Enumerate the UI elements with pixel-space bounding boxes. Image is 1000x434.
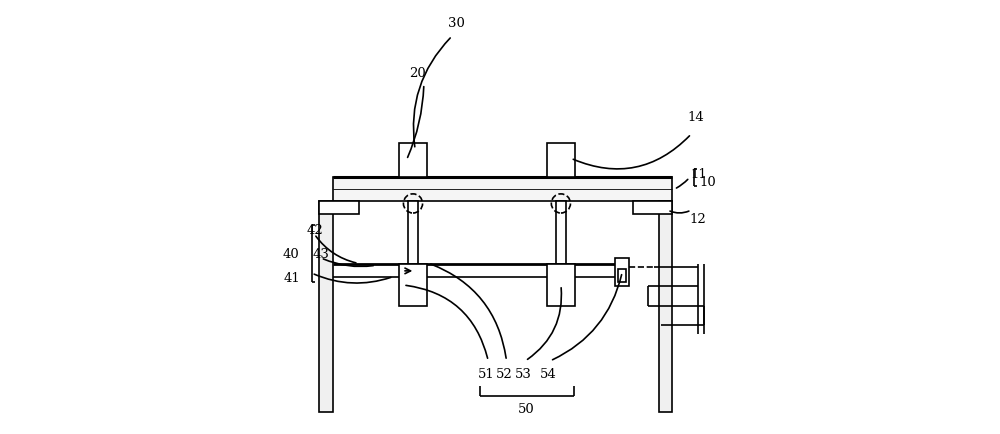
Text: 51: 51 xyxy=(478,368,494,381)
Bar xyxy=(399,143,427,178)
Text: 53: 53 xyxy=(515,368,531,381)
Text: 54: 54 xyxy=(539,368,556,381)
Bar xyxy=(319,202,333,412)
Bar xyxy=(615,258,629,286)
Bar xyxy=(547,265,575,306)
Text: 43: 43 xyxy=(313,247,330,260)
Text: 10: 10 xyxy=(700,176,716,189)
Bar xyxy=(319,202,359,215)
Text: 11: 11 xyxy=(691,167,708,180)
Text: 42: 42 xyxy=(306,224,323,237)
Text: 40: 40 xyxy=(282,247,299,260)
Text: 30: 30 xyxy=(448,17,465,30)
Text: 41: 41 xyxy=(284,271,301,284)
Bar xyxy=(618,269,626,282)
Text: 14: 14 xyxy=(687,111,704,124)
Bar xyxy=(633,202,672,215)
Text: 50: 50 xyxy=(518,402,534,415)
Text: 52: 52 xyxy=(496,368,513,381)
Bar xyxy=(556,202,566,271)
Bar xyxy=(408,202,418,271)
Text: 12: 12 xyxy=(690,213,706,226)
Bar xyxy=(333,178,672,202)
Bar xyxy=(399,265,427,306)
Text: 20: 20 xyxy=(409,67,426,80)
Bar xyxy=(547,143,575,178)
Bar xyxy=(659,202,672,412)
